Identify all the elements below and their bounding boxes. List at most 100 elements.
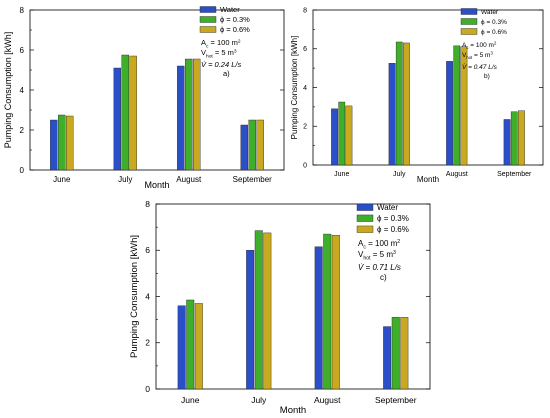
flow-rate-annotation: V̇ = 0.47 L/s [462, 63, 498, 71]
bar-water-july [113, 67, 122, 171]
bar-phi-0-3-july [254, 230, 263, 390]
bar-phi-0-3-august [323, 233, 332, 390]
legend-swatch-phi-0-3 [460, 18, 478, 25]
legend-label: Water [377, 203, 398, 212]
bar-phi-0-6-july [403, 42, 410, 166]
bar-phi-0-3-july [395, 41, 403, 166]
y-tick-label: 2 [20, 126, 25, 135]
panel-letter: c) [380, 273, 387, 282]
y-tick-label: 6 [20, 46, 25, 55]
bar-phi-0-6-september [256, 119, 264, 171]
y-tick-label: 8 [303, 7, 307, 14]
y-tick-label: 8 [20, 6, 25, 15]
legend-swatch-water [460, 8, 478, 15]
bar-phi-0-6-august [331, 235, 340, 390]
y-tick-label: 2 [145, 338, 150, 348]
y-tick-label: 0 [145, 384, 150, 394]
y-tick-label: 6 [145, 245, 150, 255]
y-axis-title: Pumping Consumption [kWh] [290, 36, 299, 140]
x-category-label: July [393, 171, 406, 178]
bar-water-august [446, 61, 453, 166]
x-category-label: September [375, 395, 417, 405]
bar-phi-0-6-july [263, 232, 272, 390]
bar-water-august [314, 246, 323, 390]
x-category-label: June [181, 395, 200, 405]
y-tick-label: 4 [20, 86, 25, 95]
y-tick-label: 8 [145, 199, 150, 209]
bar-water-august [177, 65, 185, 171]
chart-panel-c: 0 2 4 6 8 June July August September Month Pumping… [129, 199, 431, 416]
x-category-label: July [118, 175, 132, 184]
x-axis-title: Month [280, 405, 306, 416]
tank-volume-annotation: Vhot = 5 m3 [462, 51, 493, 60]
bar-phi-0-6-september [400, 317, 409, 390]
legend-label: Water [481, 9, 499, 16]
legend-swatch-phi-0-6 [356, 225, 374, 233]
bar-phi-0-6-september [518, 110, 525, 166]
legend-label: ϕ = 0.6% [481, 29, 507, 36]
bar-water-june [331, 108, 338, 166]
legend-swatch-water [356, 203, 374, 211]
legend-swatch-phi-0-3 [356, 214, 374, 222]
bar-water-september [503, 119, 511, 166]
tank-volume-annotation: Vhot = 5 m3 [358, 250, 396, 261]
legend-label: ϕ = 0.3% [377, 214, 409, 223]
y-tick-label: 6 [303, 46, 307, 53]
y-tick-label: 0 [303, 162, 307, 169]
y-axis-title: Pumping Consumption [kWh] [129, 235, 140, 358]
bar-phi-0-6-august [192, 58, 201, 171]
legend-swatch-phi-0-3 [199, 16, 217, 23]
bar-phi-0-6-june [345, 105, 353, 166]
bar-water-july [388, 63, 396, 166]
y-axis-title: Pumping Consumption [kWh] [3, 32, 13, 149]
bar-phi-0-6-june [65, 115, 74, 171]
collector-area-annotation: Ac = 100 m2 [462, 41, 497, 50]
bar-water-september [240, 124, 249, 171]
flow-rate-annotation: V̇ = 0.71 L/s [358, 263, 401, 272]
x-category-label: August [446, 171, 468, 178]
bar-phi-0-6-june [194, 303, 203, 390]
collector-area-annotation: Ac = 100 m2 [201, 38, 241, 49]
bar-phi-0-3-june [186, 299, 195, 390]
y-tick-label: 2 [303, 124, 307, 131]
bar-phi-0-3-june [338, 101, 346, 166]
chart-panel-b: 0 2 4 6 8 June July August September Month Pumping… [290, 7, 544, 184]
bar-phi-0-3-september [248, 119, 256, 171]
legend-label: ϕ = 0.3% [220, 15, 250, 24]
bar-phi-0-3-august [453, 45, 461, 166]
flow-rate-annotation: V̇ = 0.24 L/s [201, 60, 241, 69]
bar-phi-0-3-september [510, 111, 518, 166]
chart-panel-a: 0 2 4 6 8 June July August September Month Pumping… [3, 5, 285, 190]
x-category-label: July [251, 395, 267, 405]
x-axis-title: Month [144, 180, 169, 190]
bar-phi-0-6-july [129, 55, 137, 171]
legend-label: ϕ = 0.3% [481, 19, 507, 26]
y-tick-label: 4 [303, 85, 307, 92]
collector-area-annotation: Ac = 100 m2 [358, 239, 400, 250]
x-category-label: September [497, 171, 532, 178]
x-category-label: August [314, 395, 341, 405]
legend-label: ϕ = 0.6% [377, 225, 409, 234]
bar-phi-0-3-september [391, 317, 400, 390]
bar-phi-0-3-august [185, 58, 193, 171]
bar-water-june [50, 119, 58, 171]
y-tick-label: 4 [145, 291, 150, 301]
x-category-label: June [334, 171, 349, 178]
x-category-label: September [233, 175, 272, 184]
legend-swatch-phi-0-6 [199, 26, 217, 33]
bar-phi-0-6-august [460, 46, 468, 166]
bar-water-september [383, 326, 392, 390]
legend-label: ϕ = 0.6% [220, 25, 250, 34]
x-category-label: June [53, 175, 71, 184]
bar-phi-0-3-june [58, 114, 66, 171]
tank-volume-annotation: Vhot = 5 m3 [201, 48, 237, 59]
x-category-label: August [176, 175, 202, 184]
panel-letter: b) [484, 73, 490, 80]
legend-swatch-water [199, 6, 217, 13]
y-tick-label: 0 [20, 166, 25, 175]
bar-water-june [177, 305, 186, 390]
x-axis-title: Month [417, 175, 439, 184]
bar-water-july [246, 250, 255, 390]
panel-letter: a) [223, 69, 230, 78]
